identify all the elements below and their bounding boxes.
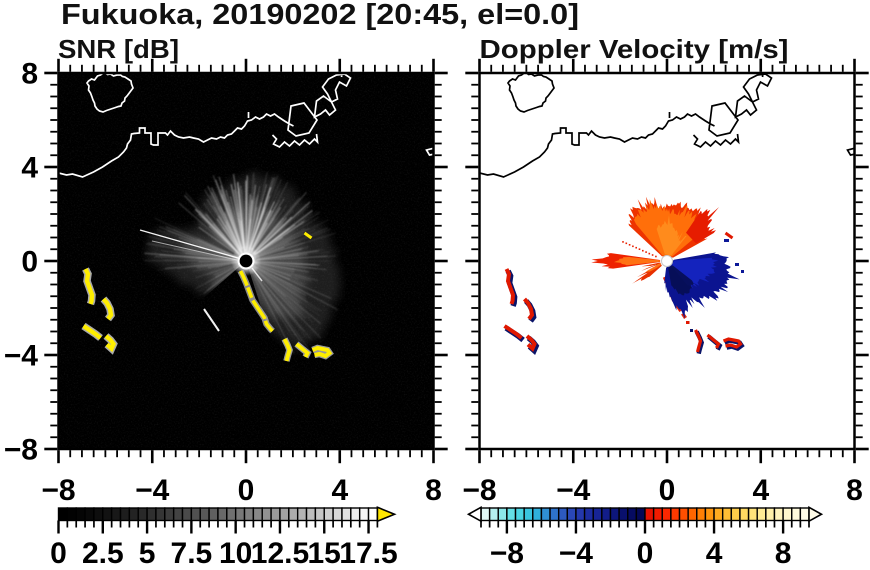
svg-text:−8: −8	[490, 537, 524, 570]
svg-text:8: 8	[425, 474, 442, 507]
svg-text:−4: −4	[4, 340, 39, 373]
svg-text:−8: −8	[41, 474, 75, 507]
svg-text:7.5: 7.5	[171, 537, 213, 570]
svg-text:Fukuoka, 20190202 [20:45, el=0: Fukuoka, 20190202 [20:45, el=0.0]	[61, 0, 579, 31]
svg-text:0: 0	[637, 537, 654, 570]
svg-text:0: 0	[238, 474, 255, 507]
svg-text:8: 8	[775, 537, 792, 570]
svg-text:4: 4	[331, 474, 348, 507]
svg-text:0: 0	[50, 537, 67, 570]
svg-text:SNR [dB]: SNR [dB]	[58, 34, 179, 64]
svg-text:10: 10	[219, 537, 252, 570]
svg-text:0: 0	[659, 474, 676, 507]
svg-text:8: 8	[21, 58, 38, 91]
svg-text:15: 15	[308, 537, 341, 570]
svg-text:17.5: 17.5	[339, 537, 397, 570]
svg-text:12.5: 12.5	[251, 537, 309, 570]
svg-text:−4: −4	[559, 537, 594, 570]
svg-text:4: 4	[706, 537, 723, 570]
svg-text:2.5: 2.5	[82, 537, 124, 570]
svg-text:−8: −8	[4, 434, 38, 467]
svg-text:8: 8	[846, 474, 863, 507]
svg-text:−4: −4	[556, 474, 591, 507]
svg-text:Doppler Velocity [m/s]: Doppler Velocity [m/s]	[480, 34, 789, 64]
svg-text:−4: −4	[135, 474, 170, 507]
svg-text:−8: −8	[462, 474, 496, 507]
svg-text:4: 4	[752, 474, 769, 507]
svg-text:4: 4	[21, 152, 38, 185]
svg-text:0: 0	[21, 246, 38, 279]
svg-text:5: 5	[139, 537, 156, 570]
